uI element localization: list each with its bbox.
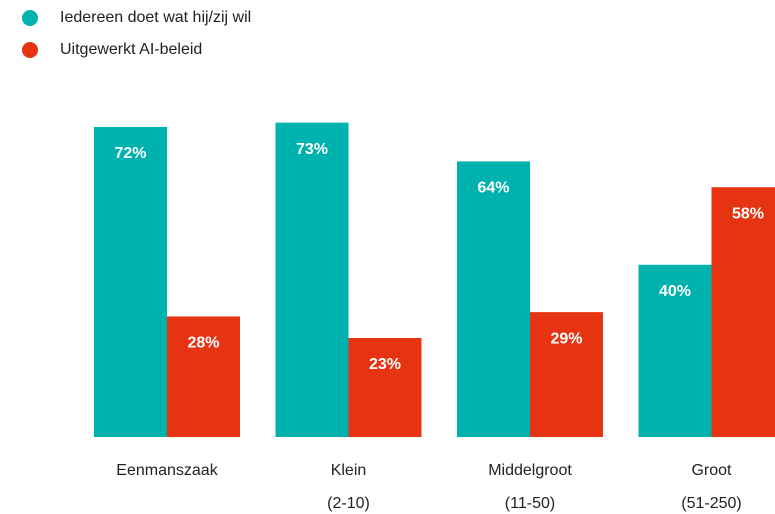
x-tick-label: Groot (691, 462, 732, 479)
bar (711, 187, 775, 437)
data-label: 40% (659, 283, 691, 300)
legend-marker (22, 42, 38, 58)
data-label: 29% (550, 330, 582, 347)
x-tick-label: (2-10) (327, 495, 370, 512)
x-tick-label: Klein (331, 462, 367, 479)
bar (167, 316, 240, 437)
x-tick-label: Middelgroot (488, 462, 572, 479)
x-tick-label: (11-50) (505, 495, 555, 512)
legend-label: Iedereen doet wat hij/zij wil (60, 9, 251, 26)
bar (530, 312, 603, 437)
data-label: 23% (369, 356, 401, 373)
legend-marker (22, 10, 38, 26)
bar (457, 161, 530, 437)
bar (638, 264, 712, 437)
data-label: 58% (732, 205, 764, 222)
bar (275, 122, 349, 438)
bar (94, 126, 167, 437)
data-label: 73% (296, 141, 328, 158)
x-tick-label: (51-250) (681, 495, 741, 512)
legend-label: Uitgewerkt AI-beleid (60, 41, 202, 58)
bar (348, 337, 422, 437)
x-tick-label: Eenmanszaak (116, 462, 218, 479)
data-label: 64% (477, 180, 509, 197)
data-label: 72% (114, 145, 146, 162)
data-label: 28% (187, 335, 219, 352)
